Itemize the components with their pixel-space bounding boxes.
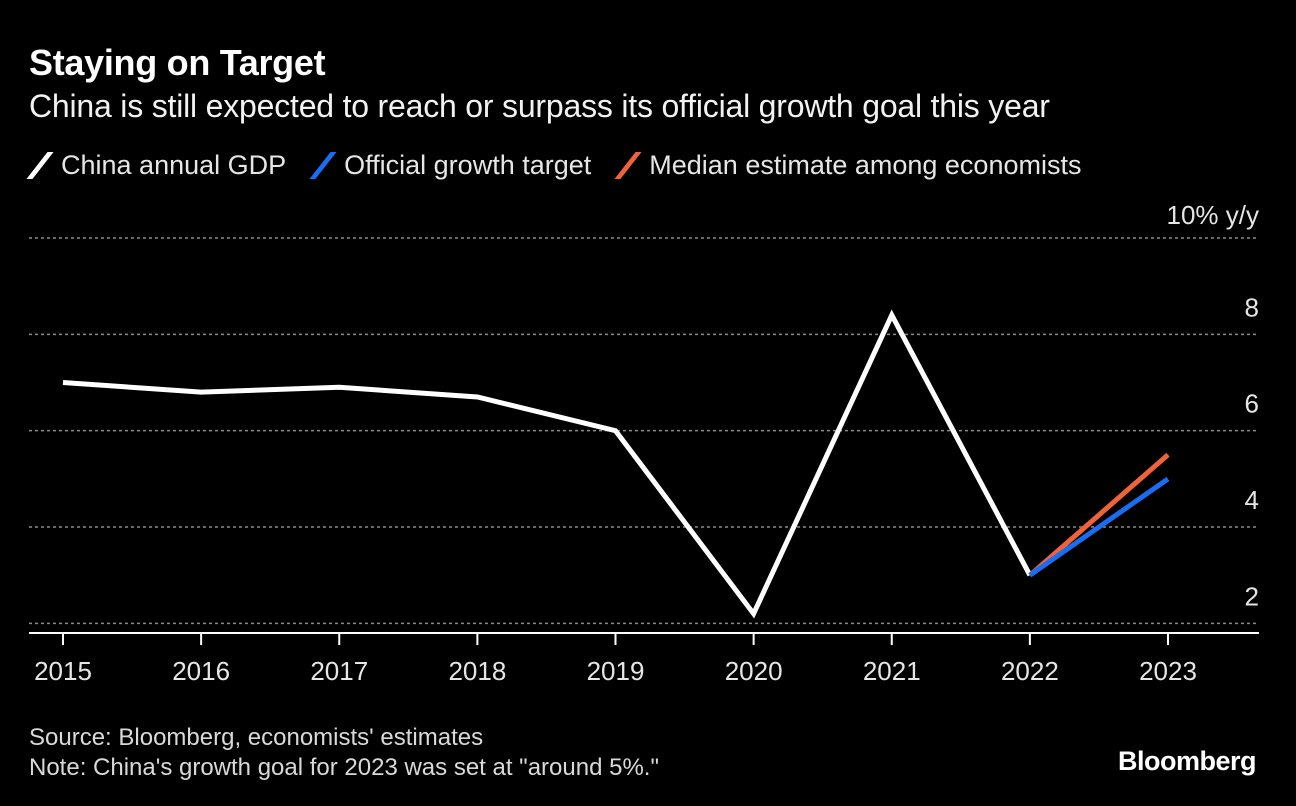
x-tick-label-2022: 2022 [1001,656,1059,686]
legend-label-median: Median estimate among economists [649,150,1082,180]
series-line-official-growth-target [1028,476,1170,578]
legend-item-median: Median estimate among economists [614,150,1082,181]
legend-item-gdp: China annual GDP [26,150,287,181]
source-note: Source: Bloomberg, economists' estimates… [29,723,659,783]
y-axis-labels: 2 4 6 8 10% y/y [1167,200,1260,611]
y-tick-label-2: 2 [1245,581,1259,611]
x-tick-label-2023: 2023 [1139,656,1197,686]
legend: China annual GDP Official growth target … [26,150,1107,181]
note-text: Note: China's growth goal for 2023 was s… [29,754,659,781]
source-text: Source: Bloomberg, economists' estimates [29,724,484,751]
y-tick-label-6: 6 [1245,389,1259,419]
x-tick-label-2017: 2017 [310,656,368,686]
x-tick-label-2020: 2020 [725,656,783,686]
gridlines [29,237,1259,625]
series-lines [62,309,1170,619]
bloomberg-logo: Bloomberg [1117,746,1257,776]
y-tick-label-4: 4 [1245,485,1259,515]
series-line-median-estimate-among-economists [1028,452,1170,578]
x-tick-label-2018: 2018 [448,656,506,686]
x-tick-label-2016: 2016 [172,656,230,686]
x-tick-label-2015: 2015 [34,656,92,686]
y-tick-label-8: 8 [1245,292,1259,322]
x-axis-ticks: 2015 2016 2017 2018 2019 2020 2021 2022 2023 [34,633,1197,686]
x-tick-label-2021: 2021 [863,656,921,686]
chart-title: Staying on Target [29,42,326,83]
y-unit-label: 10% y/y [1167,200,1260,230]
legend-label-gdp: China annual GDP [61,150,287,180]
legend-item-target: Official growth target [309,150,592,181]
legend-label-target: Official growth target [344,150,592,180]
series-line-china-annual-gdp [62,309,1033,619]
chart-subtitle: China is still expected to reach or surp… [29,88,1050,124]
x-tick-label-2019: 2019 [587,656,645,686]
